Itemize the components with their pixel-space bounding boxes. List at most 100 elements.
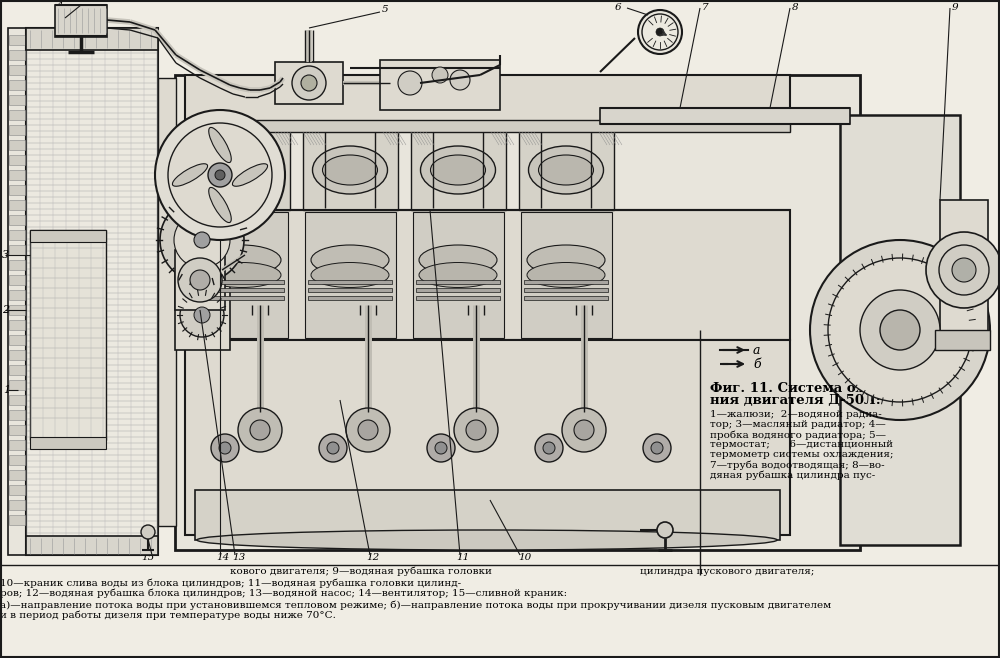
Ellipse shape bbox=[311, 263, 389, 288]
Text: 11: 11 bbox=[456, 553, 469, 563]
Bar bbox=[9, 140, 25, 150]
Bar bbox=[197, 212, 288, 338]
Bar bbox=[600, 108, 850, 124]
Bar bbox=[380, 60, 500, 110]
Text: термостат;      6—дистанционный: термостат; 6—дистанционный bbox=[710, 440, 893, 449]
Circle shape bbox=[450, 70, 470, 90]
Bar bbox=[524, 288, 608, 292]
Text: 6: 6 bbox=[615, 3, 622, 13]
Circle shape bbox=[638, 10, 682, 54]
Bar bbox=[200, 288, 284, 292]
Circle shape bbox=[180, 293, 224, 337]
Circle shape bbox=[880, 310, 920, 350]
Bar bbox=[305, 212, 396, 338]
Ellipse shape bbox=[419, 245, 497, 275]
Circle shape bbox=[860, 290, 940, 370]
Text: ров; 12—водяная рубашка блока цилиндров; 13—водяной насос; 14—вентилятор; 15—сли: ров; 12—водяная рубашка блока цилиндров;… bbox=[0, 589, 567, 599]
Circle shape bbox=[466, 420, 486, 440]
Bar bbox=[9, 455, 25, 465]
Bar bbox=[524, 280, 608, 284]
Text: пробка водяного радиатора; 5—: пробка водяного радиатора; 5— bbox=[710, 430, 886, 440]
Ellipse shape bbox=[214, 155, 270, 185]
Circle shape bbox=[535, 434, 563, 462]
Ellipse shape bbox=[419, 263, 497, 288]
Text: цилиндра пускового двигателя;: цилиндра пускового двигателя; bbox=[640, 567, 814, 576]
Circle shape bbox=[432, 67, 448, 83]
Bar bbox=[303, 130, 398, 210]
Bar bbox=[9, 365, 25, 375]
Circle shape bbox=[952, 258, 976, 282]
Ellipse shape bbox=[172, 164, 208, 186]
Bar bbox=[940, 200, 988, 340]
Text: a: a bbox=[753, 343, 761, 357]
Bar bbox=[9, 500, 25, 510]
Bar bbox=[8, 28, 26, 555]
Circle shape bbox=[651, 442, 663, 454]
Text: 1: 1 bbox=[3, 385, 10, 395]
Bar bbox=[195, 130, 290, 210]
Bar bbox=[275, 62, 343, 104]
Circle shape bbox=[358, 420, 378, 440]
Circle shape bbox=[435, 442, 447, 454]
Text: 14: 14 bbox=[216, 553, 229, 563]
Bar bbox=[9, 305, 25, 315]
Circle shape bbox=[155, 110, 285, 240]
Bar bbox=[9, 155, 25, 165]
Circle shape bbox=[810, 240, 990, 420]
Ellipse shape bbox=[312, 146, 388, 194]
Bar bbox=[175, 75, 860, 550]
Text: Фиг. 11. Система охлажде-: Фиг. 11. Система охлажде- bbox=[710, 382, 917, 395]
Bar bbox=[200, 296, 284, 300]
Circle shape bbox=[828, 258, 972, 402]
Circle shape bbox=[926, 232, 1000, 308]
Ellipse shape bbox=[197, 530, 777, 550]
Text: 8: 8 bbox=[792, 3, 799, 13]
Text: 9: 9 bbox=[952, 3, 959, 13]
Circle shape bbox=[427, 434, 455, 462]
Circle shape bbox=[301, 75, 317, 91]
Bar bbox=[9, 320, 25, 330]
Text: 13: 13 bbox=[232, 553, 245, 563]
Circle shape bbox=[454, 408, 498, 452]
Circle shape bbox=[174, 212, 230, 268]
Circle shape bbox=[319, 434, 347, 462]
Text: 10: 10 bbox=[518, 553, 531, 563]
Circle shape bbox=[642, 14, 678, 50]
Text: и в период работы дизеля при температуре воды ниже 70°С.: и в период работы дизеля при температуре… bbox=[0, 611, 336, 620]
Circle shape bbox=[939, 245, 989, 295]
Bar bbox=[9, 95, 25, 105]
Bar bbox=[308, 296, 392, 300]
Bar bbox=[413, 212, 504, 338]
Bar bbox=[30, 230, 106, 242]
Bar bbox=[9, 230, 25, 240]
Circle shape bbox=[168, 123, 272, 227]
Circle shape bbox=[194, 307, 210, 323]
Bar bbox=[185, 75, 790, 130]
Ellipse shape bbox=[528, 146, 604, 194]
Circle shape bbox=[194, 232, 210, 248]
Bar bbox=[9, 125, 25, 135]
Bar bbox=[416, 288, 500, 292]
Circle shape bbox=[574, 420, 594, 440]
Ellipse shape bbox=[420, 146, 496, 194]
Text: б: б bbox=[753, 357, 761, 370]
Bar bbox=[840, 115, 960, 545]
Bar bbox=[9, 440, 25, 450]
Bar bbox=[200, 280, 284, 284]
Circle shape bbox=[657, 522, 673, 538]
Circle shape bbox=[211, 434, 239, 462]
Circle shape bbox=[346, 408, 390, 452]
Text: 1—жалюзи;  2—водяной радиа-: 1—жалюзи; 2—водяной радиа- bbox=[710, 410, 882, 419]
Ellipse shape bbox=[527, 245, 605, 275]
Bar bbox=[9, 185, 25, 195]
Bar bbox=[9, 485, 25, 495]
Circle shape bbox=[215, 170, 225, 180]
Text: 15: 15 bbox=[141, 553, 155, 563]
Bar bbox=[308, 288, 392, 292]
Bar bbox=[55, 5, 107, 37]
Ellipse shape bbox=[538, 155, 594, 185]
Circle shape bbox=[160, 198, 244, 282]
Circle shape bbox=[543, 442, 555, 454]
Ellipse shape bbox=[430, 155, 486, 185]
Circle shape bbox=[178, 258, 222, 302]
